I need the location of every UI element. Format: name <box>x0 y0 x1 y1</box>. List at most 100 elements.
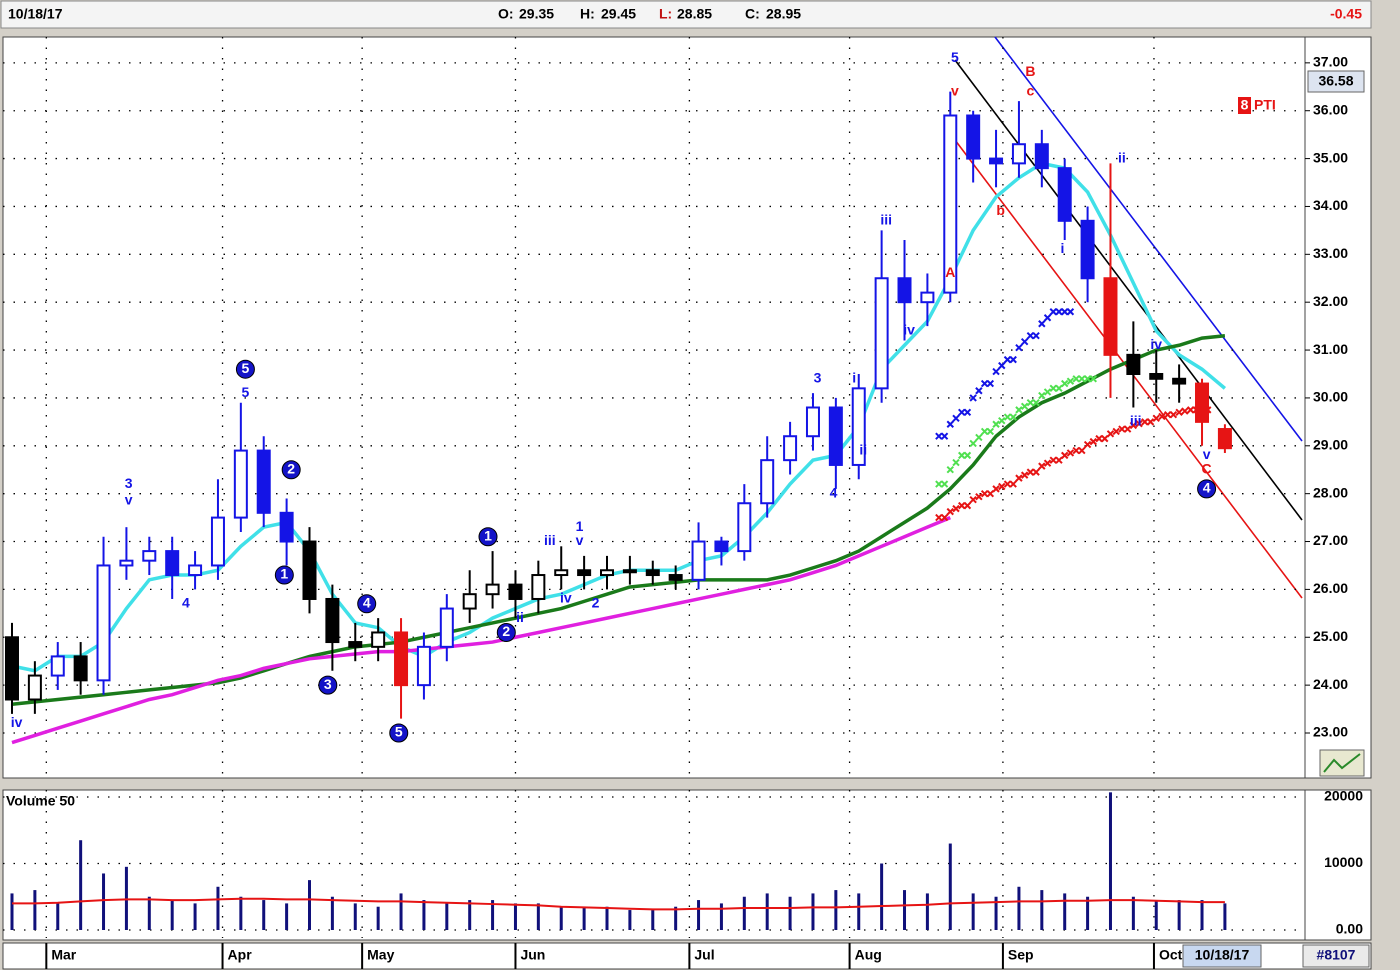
cross-marker <box>980 379 989 388</box>
candle-body <box>943 114 958 294</box>
wave-label: v <box>576 532 584 548</box>
wave-label: 2 <box>287 460 295 476</box>
y-tick-label: 35.00 <box>1313 149 1348 165</box>
cross-marker <box>1089 437 1098 446</box>
volume-bar <box>1223 903 1227 930</box>
volume-bar <box>376 906 380 930</box>
cross-marker <box>1020 402 1029 411</box>
cross-marker <box>946 420 954 428</box>
cross-marker <box>952 504 960 513</box>
y-tick-label: 33.00 <box>1313 245 1348 261</box>
candle-body <box>645 569 660 577</box>
cross-marker <box>980 489 989 498</box>
y-tick-label: 27.00 <box>1313 532 1348 548</box>
candle-body <box>73 655 88 682</box>
cross-marker <box>952 458 960 467</box>
volume-bar <box>193 903 197 930</box>
volume-bar <box>285 903 289 930</box>
wave-label: iv <box>903 322 915 338</box>
candle-body <box>897 277 912 304</box>
wave-label: 1 <box>576 518 584 534</box>
cross-marker <box>1152 414 1160 422</box>
candle-body <box>50 655 65 677</box>
y-tick-label: 36.00 <box>1313 101 1348 117</box>
cross-marker <box>969 439 977 448</box>
candle-body <box>554 569 569 577</box>
toolbar-icon[interactable] <box>1319 749 1365 777</box>
candle-body <box>920 291 935 304</box>
candle-body <box>348 641 363 648</box>
cross-marker <box>1038 462 1046 470</box>
cross-marker <box>986 379 995 388</box>
wave-circle <box>235 359 255 379</box>
wave-label: ii <box>516 609 524 625</box>
candle-body <box>142 550 157 562</box>
x-tick-label: Jun <box>520 947 545 963</box>
cross-marker <box>1003 480 1012 488</box>
wave-label: 2 <box>592 594 600 610</box>
candle-body <box>1149 372 1164 380</box>
cross-marker <box>1078 446 1086 455</box>
cross-marker <box>998 482 1006 491</box>
cross-marker <box>1026 399 1035 407</box>
cross-marker <box>963 451 972 460</box>
candle-body <box>119 559 134 567</box>
cross-marker <box>1066 308 1075 316</box>
candle-body <box>622 569 637 574</box>
wave-label: iv <box>560 590 572 606</box>
cross-marker <box>958 408 966 416</box>
moving-average <box>11 161 1227 673</box>
volume-bar <box>33 890 37 930</box>
candle-body <box>691 540 706 581</box>
cross-marker <box>963 501 972 510</box>
y-tick-label: 30.00 <box>1313 389 1348 405</box>
cross-marker <box>1135 419 1143 428</box>
cross-marker <box>1038 391 1046 400</box>
cross-marker <box>1049 384 1057 393</box>
candle-body <box>508 583 523 600</box>
wave-circle <box>274 565 294 585</box>
cross-marker <box>1163 410 1172 419</box>
wave-circle <box>281 460 301 480</box>
toolbar-icon-glyph <box>1323 753 1361 773</box>
candle-body <box>485 583 500 596</box>
cross-marker <box>992 420 1000 428</box>
volume-bar <box>353 903 357 930</box>
candle-body <box>1195 382 1210 423</box>
wave-label: 2 <box>502 623 510 639</box>
pti-label: PTI <box>1254 97 1276 113</box>
moving-average <box>11 515 951 745</box>
volume-bar <box>445 903 449 930</box>
cross-marker <box>1118 425 1126 433</box>
cross-marker <box>1123 425 1132 433</box>
wave-label: 4 <box>1203 480 1211 496</box>
volume-average <box>11 897 1225 911</box>
volume-bar <box>697 900 701 930</box>
cross-marker <box>1072 446 1080 455</box>
candle-body <box>27 674 42 701</box>
volume-bar <box>994 896 998 930</box>
cross-marker <box>963 408 972 416</box>
volume-bar <box>674 906 678 930</box>
close-value: 28.95 <box>766 6 801 22</box>
cross-marker <box>1049 456 1057 464</box>
volume-bar <box>903 890 907 930</box>
wave-label: 1 <box>484 527 492 543</box>
wave-label: iii <box>1130 413 1142 429</box>
volume-bar <box>491 900 495 930</box>
footer-id: #8107 <box>1317 947 1356 963</box>
candle-body <box>256 449 271 514</box>
volume-bar <box>513 903 517 930</box>
change-value: -0.45 <box>1330 6 1362 22</box>
wave-label: v <box>125 492 133 508</box>
x-tick-label: Jul <box>694 947 714 963</box>
volume-bar <box>559 906 563 930</box>
wave-label: 3 <box>324 676 332 692</box>
cross-marker <box>1089 375 1098 383</box>
candle-body <box>1217 428 1232 450</box>
y-tick-label: 25.00 <box>1313 628 1348 644</box>
candle-body <box>828 406 843 466</box>
x-tick-label: Sep <box>1008 947 1034 963</box>
cross-marker <box>980 427 989 436</box>
